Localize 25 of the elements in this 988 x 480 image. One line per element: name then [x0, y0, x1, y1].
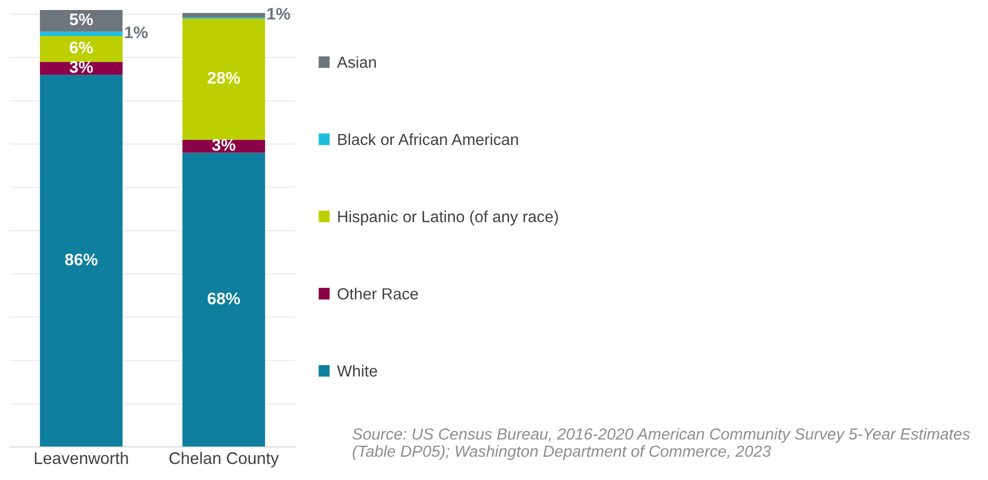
- legend-label: Hispanic or Latino (of any race): [338, 210, 558, 226]
- source-note: Source: US Census Bureau, 2016-2020 American Community Survey 5-Year Estimates (Table DP05); Washington Department of Commerce, 2023: [352, 428, 970, 460]
- bar: [40, 74, 123, 447]
- bar: [182, 140, 266, 153]
- data-label: 1%: [268, 8, 290, 20]
- data-label: 5%: [70, 14, 93, 26]
- legend-label: Asian: [336, 56, 376, 68]
- legend-label: White: [337, 364, 378, 377]
- bar: [40, 32, 123, 36]
- legend-label: Other Race: [338, 288, 418, 300]
- data-label: 1%: [125, 26, 148, 38]
- bar: [40, 36, 123, 62]
- bar: [182, 13, 266, 18]
- data-label: 3%: [70, 61, 93, 73]
- x-tick-label: Leavenworth: [34, 452, 128, 464]
- bar: [40, 10, 123, 32]
- bar: [182, 152, 266, 447]
- x-tick-label: Chelan County: [169, 452, 279, 468]
- bar: [182, 18, 266, 140]
- data-label: 86%: [65, 254, 98, 266]
- data-label: 3%: [212, 138, 236, 151]
- data-label: 28%: [208, 72, 240, 84]
- data-label: 68%: [208, 292, 240, 304]
- legend-label: Black or African American: [338, 133, 518, 146]
- data-label: 6%: [70, 42, 93, 54]
